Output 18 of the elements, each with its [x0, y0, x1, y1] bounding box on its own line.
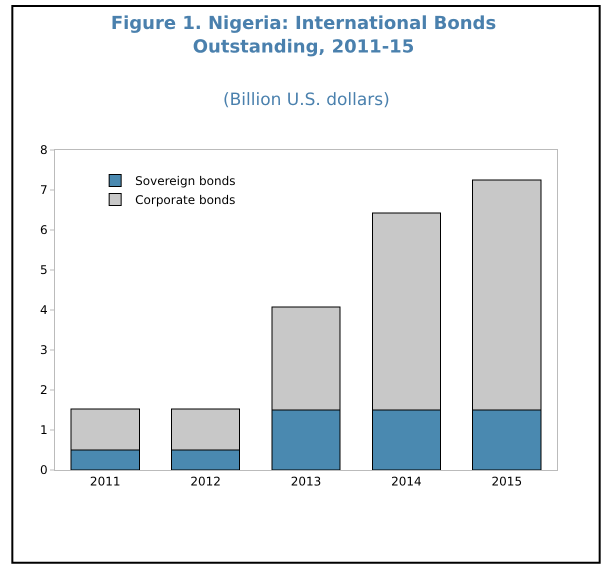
- y-tick-label: 0: [40, 463, 48, 478]
- y-tick-label: 7: [40, 183, 48, 198]
- y-tick-label: 6: [40, 223, 48, 238]
- x-tick-label: 2014: [391, 474, 422, 488]
- y-tick-label: 2: [40, 383, 48, 398]
- legend-label: Sovereign bonds: [135, 174, 236, 188]
- x-tick-label: 2015: [492, 474, 522, 488]
- x-tick-label: 2012: [190, 474, 221, 488]
- y-tick-label: 3: [40, 343, 48, 358]
- y-tick-label: 4: [40, 303, 48, 318]
- chart-title: Figure 1. Nigeria: International Bonds Outstanding, 2011-15: [110, 13, 496, 58]
- chart-subtitle: (Billion U.S. dollars): [223, 90, 390, 110]
- y-tick-label: 1: [40, 423, 48, 438]
- x-tick-label: 2013: [290, 474, 322, 488]
- x-tick-label: 2011: [90, 474, 120, 488]
- y-tick-label: 8: [40, 143, 48, 158]
- legend-label: Corporate bonds: [135, 193, 236, 208]
- y-tick-label: 5: [40, 263, 48, 278]
